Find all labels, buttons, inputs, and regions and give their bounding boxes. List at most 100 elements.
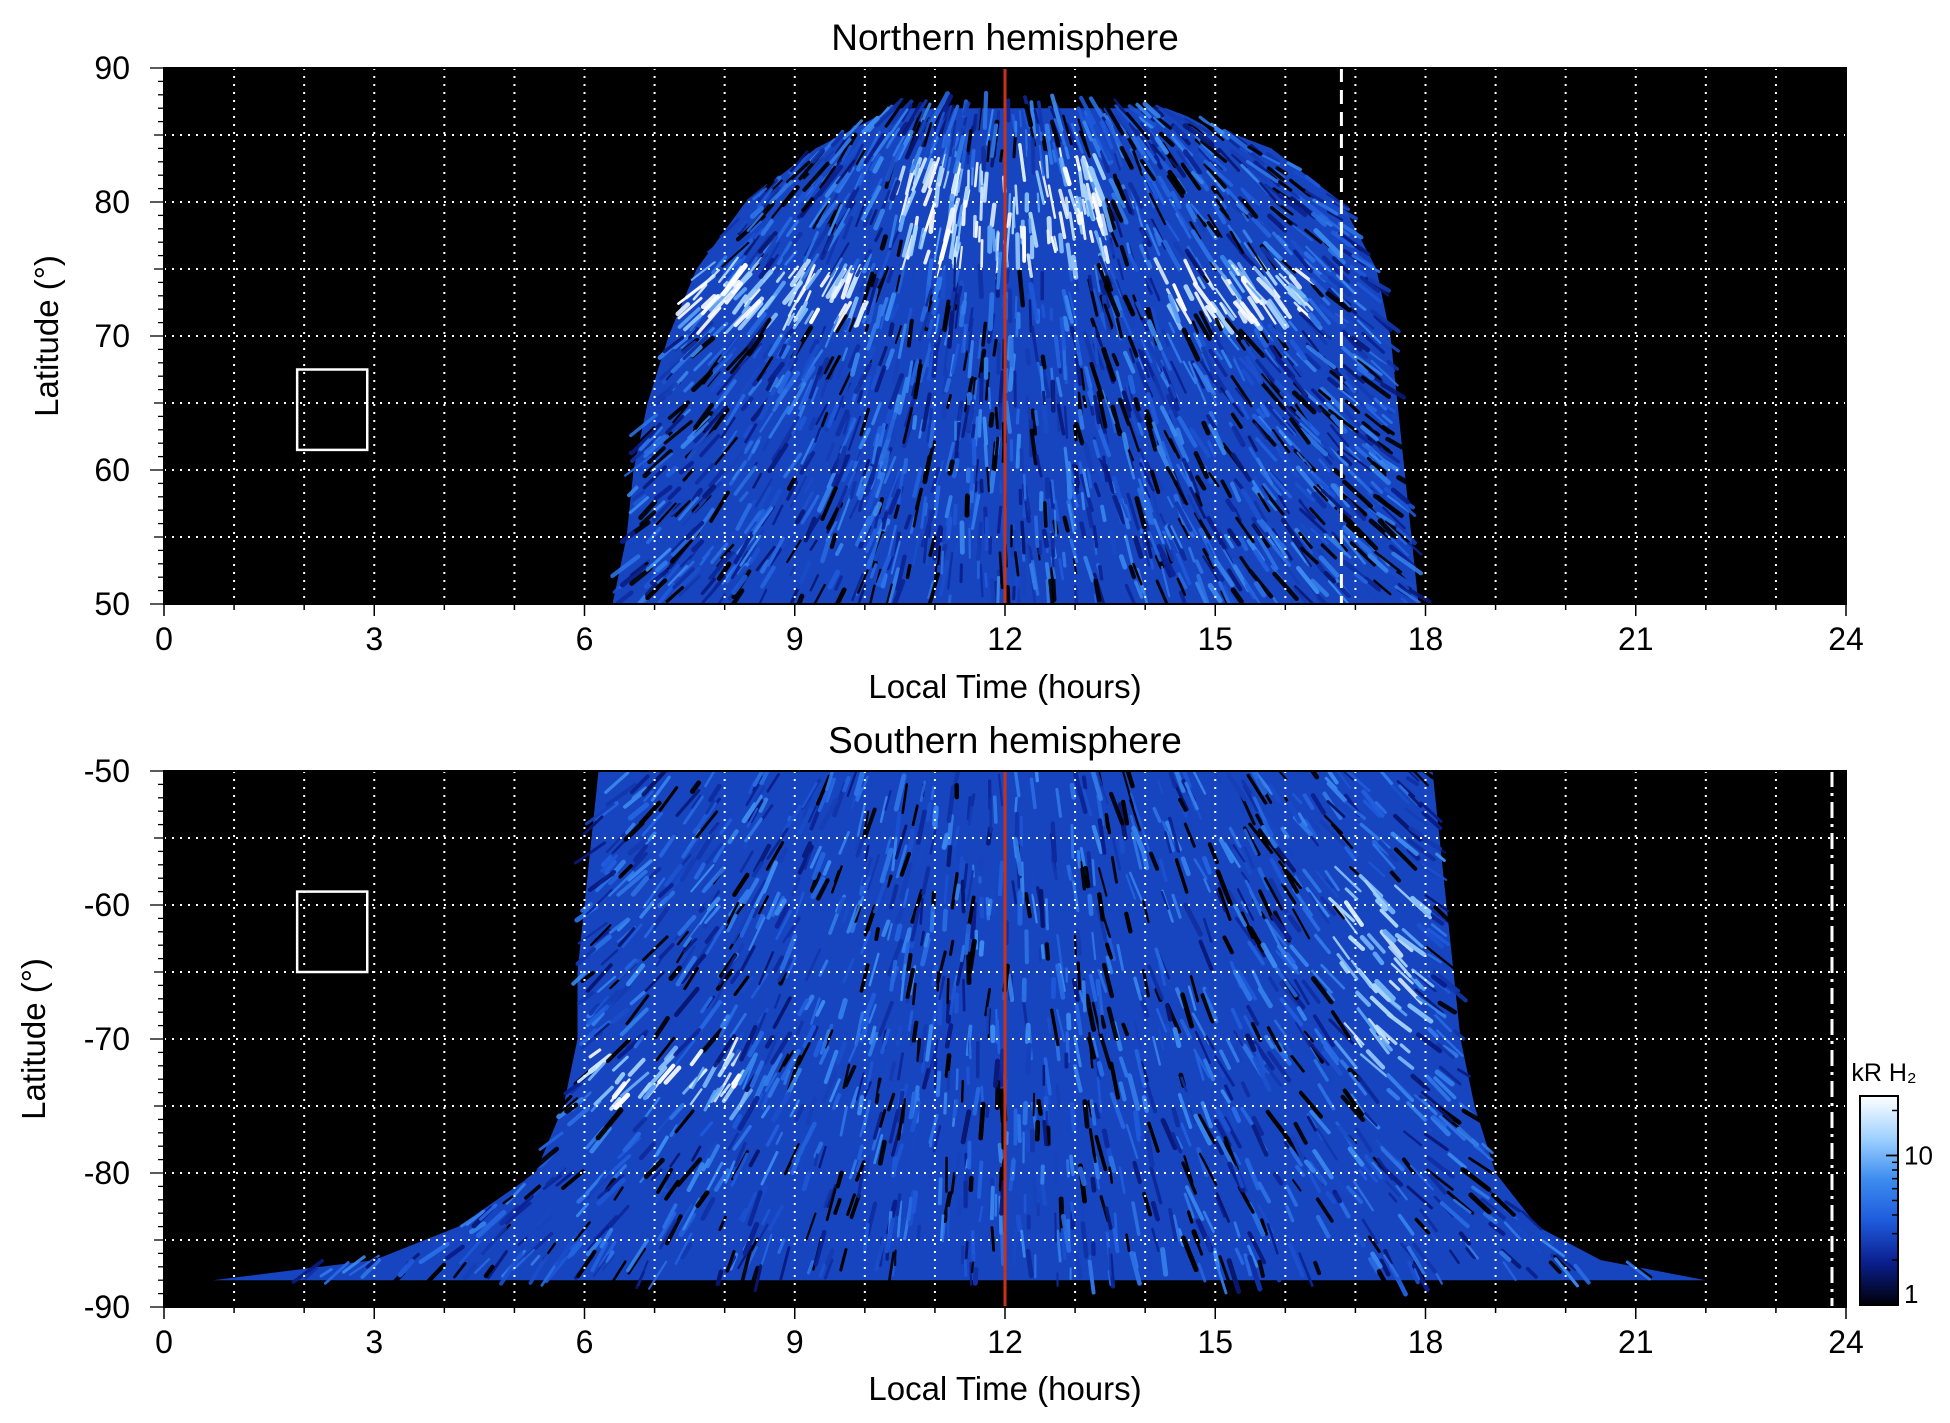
emission-streak [1175, 427, 1185, 445]
emission-streak [930, 466, 941, 494]
emission-streak [836, 495, 852, 531]
emission-streak [1289, 417, 1311, 445]
emission-streak [856, 1161, 866, 1199]
emission-streak [1257, 535, 1279, 571]
emission-streak [915, 832, 928, 868]
emission-streak [1352, 1180, 1374, 1212]
emission-streak [819, 1045, 830, 1065]
emission-streak [960, 300, 967, 315]
emission-streak [869, 563, 878, 579]
emission-streak [1358, 1169, 1368, 1181]
emission-streak [1303, 353, 1321, 370]
emission-streak [1304, 228, 1323, 244]
emission-streak [1296, 451, 1306, 462]
emission-streak [816, 164, 844, 197]
emission-streak [1133, 397, 1141, 412]
emission-streak [1032, 1092, 1036, 1117]
emission-streak [1065, 242, 1074, 271]
emission-streak [1309, 1110, 1331, 1135]
emission-streak [575, 947, 596, 966]
emission-streak [1332, 1189, 1343, 1204]
emission-streak [764, 1072, 778, 1092]
emission-streak [1481, 1142, 1494, 1155]
emission-streak [885, 129, 899, 149]
emission-streak [861, 856, 873, 886]
emission-streak [854, 1011, 865, 1047]
emission-streak [918, 419, 925, 439]
emission-streak [680, 554, 693, 568]
emission-streak [738, 366, 761, 397]
emission-streak [655, 582, 676, 604]
emission-streak [926, 342, 931, 368]
emission-streak [1018, 110, 1023, 128]
emission-streak [909, 146, 923, 173]
emission-streak [1012, 585, 1016, 601]
emission-streak [718, 954, 737, 986]
emission-streak [1246, 773, 1268, 805]
emission-streak [987, 292, 995, 332]
emission-streak [935, 460, 944, 486]
emission-streak [934, 313, 940, 334]
emission-streak [913, 363, 923, 400]
emission-streak [1135, 361, 1151, 395]
emission-streak [782, 916, 801, 944]
emission-streak [797, 806, 814, 835]
x-tick-label: 6 [576, 621, 594, 657]
emission-streak [1105, 955, 1114, 975]
emission-streak [1201, 353, 1212, 372]
emission-streak [1263, 241, 1283, 261]
emission-streak [877, 1139, 887, 1166]
emission-streak [700, 1197, 716, 1221]
emission-streak [803, 994, 815, 1011]
emission-streak [986, 140, 991, 163]
emission-streak [730, 281, 743, 294]
x-tick-label: 24 [1828, 621, 1864, 657]
emission-streak [835, 409, 850, 437]
emission-streak [1171, 771, 1177, 780]
emission-streak [943, 170, 950, 189]
emission-streak [627, 1247, 647, 1275]
emission-streak [894, 905, 905, 925]
emission-streak [1247, 242, 1267, 272]
emission-streak [592, 1253, 611, 1278]
emission-streak [988, 411, 995, 428]
emission-streak [689, 780, 702, 794]
emission-streak [530, 1254, 541, 1266]
emission-streak [1122, 350, 1136, 374]
emission-streak [845, 529, 857, 560]
emission-streak [910, 1129, 918, 1154]
emission-streak [1394, 585, 1421, 604]
emission-streak [1158, 131, 1175, 148]
emission-streak [576, 1191, 590, 1204]
emission-streak [1194, 1030, 1211, 1064]
emission-streak [984, 987, 992, 1017]
emission-streak [796, 560, 812, 590]
emission-streak [877, 1001, 894, 1037]
emission-streak [941, 133, 947, 149]
emission-streak [924, 285, 934, 310]
emission-streak [864, 844, 870, 862]
emission-streak [1087, 390, 1095, 407]
emission-streak [805, 269, 822, 290]
emission-streak [1275, 274, 1301, 305]
emission-streak [1152, 806, 1162, 823]
emission-streak [1266, 166, 1285, 182]
emission-streak [639, 510, 657, 527]
emission-streak [534, 1214, 555, 1232]
emission-streak [1183, 1192, 1195, 1219]
emission-streak [1207, 583, 1223, 604]
emission-streak [888, 322, 895, 337]
emission-streak [951, 343, 960, 375]
emission-streak [682, 332, 711, 360]
emission-streak [926, 319, 934, 339]
emission-streak [1298, 500, 1316, 520]
emission-streak [641, 771, 668, 797]
emission-streak [1253, 581, 1267, 598]
emission-streak [772, 504, 784, 526]
emission-streak [874, 464, 880, 479]
emission-streak [1435, 852, 1446, 862]
emission-streak [1296, 306, 1311, 320]
emission-streak [746, 183, 769, 203]
emission-streak [1318, 555, 1340, 578]
emission-streak [821, 1071, 838, 1104]
